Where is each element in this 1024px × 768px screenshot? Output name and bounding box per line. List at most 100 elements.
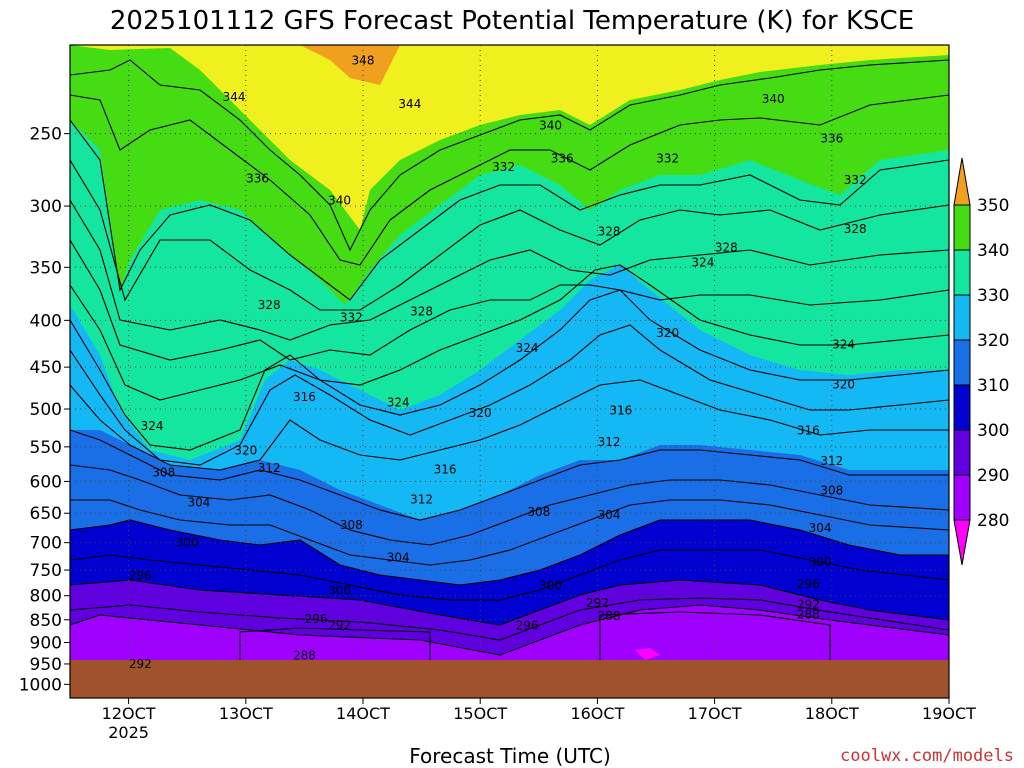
contour-label: 324 (387, 396, 410, 410)
contour-label: 328 (258, 298, 281, 312)
contour-label: 292 (797, 598, 820, 612)
contour-label: 296 (516, 618, 539, 632)
contour-label: 332 (340, 310, 363, 324)
contour-label: 344 (398, 97, 421, 111)
y-tick-label: 450 (30, 358, 62, 378)
contour-label: 292 (328, 618, 351, 632)
colorbar-label: 280 (977, 511, 1009, 531)
contour-label: 308 (340, 518, 363, 532)
y-tick-label: 950 (30, 655, 62, 675)
colorbar-label: 330 (977, 286, 1009, 306)
y-tick-label: 550 (30, 438, 62, 458)
colorbar-label: 300 (977, 421, 1009, 441)
contour-label: 312 (410, 493, 433, 507)
y-tick-label: 600 (30, 472, 62, 492)
x-tick-label: 17OCT (688, 704, 742, 723)
x-year-label: 2025 (108, 723, 149, 742)
contour-label: 300 (539, 579, 562, 593)
y-tick-label: 850 (30, 611, 62, 631)
contour-label: 288 (293, 649, 316, 663)
colorbar-label: 350 (977, 196, 1009, 216)
contour-label: 316 (609, 404, 632, 418)
contour-label: 328 (598, 225, 621, 239)
contour-label: 336 (820, 131, 843, 145)
contour-label: 300 (809, 555, 832, 569)
contour-label: 296 (129, 568, 152, 582)
credit-text: coolwx.com/models (840, 746, 1014, 766)
contour-label: 324 (141, 419, 164, 433)
x-tick-label: 18OCT (805, 704, 859, 723)
contour-label: 308 (527, 505, 550, 519)
y-tick-label: 400 (30, 311, 62, 331)
contour-label: 312 (258, 461, 281, 475)
x-tick-label: 15OCT (453, 704, 507, 723)
contour-label: 320 (656, 326, 679, 340)
contour-label: 324 (832, 337, 855, 351)
contour-label: 304 (187, 496, 210, 510)
contour-label: 300 (328, 584, 351, 598)
contour-label: 288 (598, 609, 621, 623)
contour-label: 292 (129, 657, 152, 671)
contour-label: 296 (305, 612, 328, 626)
x-tick-label: 14OCT (336, 704, 390, 723)
x-tick-label: 16OCT (570, 704, 624, 723)
contour-label: 316 (293, 390, 316, 404)
contour-label: 320 (234, 443, 257, 457)
contour-label: 292 (586, 596, 609, 610)
contour-label: 336 (246, 172, 269, 186)
colorbar-arrow-low (953, 519, 971, 566)
contour-label: 304 (598, 508, 621, 522)
colorbar-segment (953, 294, 971, 341)
contour-label: 336 (551, 151, 574, 165)
contour-label: 308 (152, 466, 175, 480)
contour-label: 300 (176, 536, 199, 550)
contour-label: 316 (797, 424, 820, 438)
colorbar-segment (953, 204, 971, 251)
contour-label: 296 (797, 577, 820, 591)
colorbar-label: 290 (977, 466, 1009, 486)
colorbar-segment (953, 249, 971, 296)
contour-label: 288 (797, 608, 820, 622)
colorbar: 280 290 300 310 320 330 340 350 (953, 157, 1009, 566)
y-tick-label: 650 (30, 504, 62, 524)
y-tick-label: 1000 (19, 675, 62, 695)
contour-label: 340 (762, 92, 785, 106)
contour-label: 324 (691, 256, 714, 270)
contour-lines (70, 59, 949, 660)
contour-label: 340 (539, 119, 562, 133)
contour-label: 328 (844, 222, 867, 236)
colorbar-segment (953, 474, 971, 521)
contour-label: 304 (387, 551, 410, 565)
y-tick-label: 300 (30, 197, 62, 217)
colorbar-segment (953, 339, 971, 386)
x-tick-label: 12OCT (102, 704, 156, 723)
x-axis-label: Forecast Time (UTC) (409, 744, 611, 768)
contour-label: 316 (434, 462, 457, 476)
colorbar-segment (953, 384, 971, 431)
y-tick-label: 500 (30, 400, 62, 420)
chart-title: 2025101112 GFS Forecast Potential Temper… (110, 6, 914, 36)
colorbar-label: 310 (977, 376, 1009, 396)
contour-label: 348 (352, 54, 375, 68)
y-tick-label: 750 (30, 561, 62, 581)
contour-label: 320 (832, 377, 855, 391)
plot-area (70, 45, 949, 698)
plot-frame (69, 44, 950, 699)
colorbar-label: 340 (977, 241, 1009, 261)
y-tick-label: 900 (30, 633, 62, 653)
x-tick-label: 13OCT (219, 704, 273, 723)
contour-label: 340 (328, 194, 351, 208)
contour-label: 328 (410, 304, 433, 318)
colorbar-label: 320 (977, 331, 1009, 351)
contour-label: 304 (809, 521, 832, 535)
band-pink-core (635, 648, 660, 660)
contour-label: 324 (516, 341, 539, 355)
contour-label: 320 (469, 406, 492, 420)
ground-surface (70, 660, 949, 698)
contour-label: 312 (820, 454, 843, 468)
contour-label: 332 (492, 160, 515, 174)
y-tick-label: 700 (30, 534, 62, 554)
